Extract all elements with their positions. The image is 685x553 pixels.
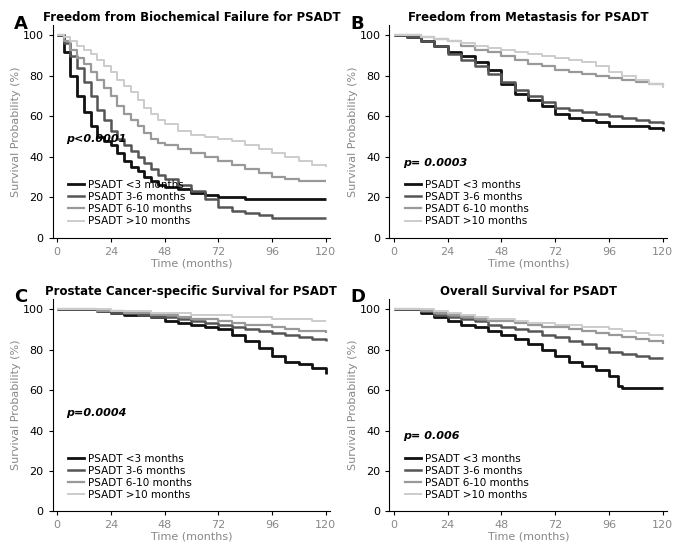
Legend: PSADT <3 months, PSADT 3-6 months, PSADT 6-10 months, PSADT >10 months: PSADT <3 months, PSADT 3-6 months, PSADT… [403,178,531,228]
Y-axis label: Survival Probability (%): Survival Probability (%) [11,66,21,197]
Legend: PSADT <3 months, PSADT 3-6 months, PSADT 6-10 months, PSADT >10 months: PSADT <3 months, PSADT 3-6 months, PSADT… [403,452,531,502]
Text: p=0.0004: p=0.0004 [66,408,127,418]
Y-axis label: Survival Probability (%): Survival Probability (%) [348,66,358,197]
Text: B: B [351,14,364,33]
Title: Overall Survival for PSADT: Overall Survival for PSADT [440,285,617,298]
Text: p= 0.006: p= 0.006 [403,431,460,441]
Title: Freedom from Biochemical Failure for PSADT: Freedom from Biochemical Failure for PSA… [42,11,340,24]
Title: Freedom from Metastasis for PSADT: Freedom from Metastasis for PSADT [408,11,649,24]
Legend: PSADT <3 months, PSADT 3-6 months, PSADT 6-10 months, PSADT >10 months: PSADT <3 months, PSADT 3-6 months, PSADT… [66,178,194,228]
X-axis label: Time (months): Time (months) [151,532,232,542]
Text: p<0.0001: p<0.0001 [66,134,127,144]
Text: D: D [351,288,366,306]
X-axis label: Time (months): Time (months) [488,258,569,268]
Text: p= 0.0003: p= 0.0003 [403,158,468,168]
Legend: PSADT <3 months, PSADT 3-6 months, PSADT 6-10 months, PSADT >10 months: PSADT <3 months, PSADT 3-6 months, PSADT… [66,452,194,502]
Y-axis label: Survival Probability (%): Survival Probability (%) [348,340,358,471]
X-axis label: Time (months): Time (months) [488,532,569,542]
Title: Prostate Cancer-specific Survival for PSADT: Prostate Cancer-specific Survival for PS… [45,285,337,298]
X-axis label: Time (months): Time (months) [151,258,232,268]
Text: C: C [14,288,27,306]
Text: A: A [14,14,27,33]
Y-axis label: Survival Probability (%): Survival Probability (%) [11,340,21,471]
